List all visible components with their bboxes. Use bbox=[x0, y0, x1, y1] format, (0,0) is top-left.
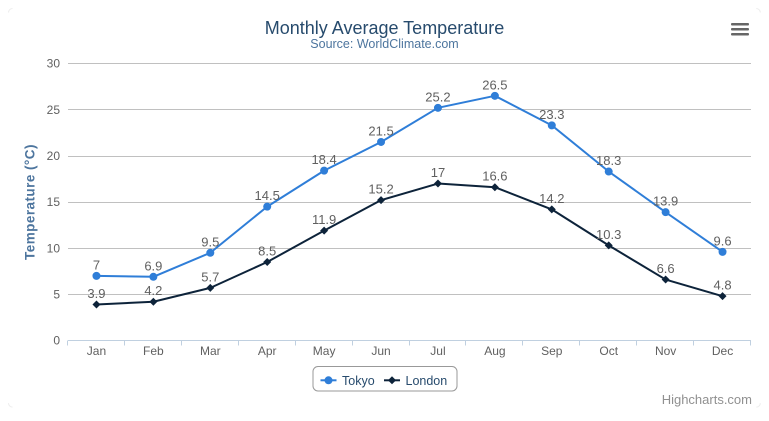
svg-text:18.3: 18.3 bbox=[596, 153, 621, 168]
svg-text:3.9: 3.9 bbox=[87, 286, 105, 301]
svg-text:Jan: Jan bbox=[87, 344, 106, 358]
svg-text:7: 7 bbox=[93, 257, 100, 272]
svg-text:13.9: 13.9 bbox=[653, 194, 678, 209]
svg-text:20: 20 bbox=[47, 149, 61, 163]
svg-text:5: 5 bbox=[53, 288, 60, 302]
svg-text:9.5: 9.5 bbox=[201, 234, 219, 249]
svg-text:6.9: 6.9 bbox=[144, 258, 162, 273]
svg-text:30: 30 bbox=[47, 57, 61, 71]
svg-text:Temperature (°C): Temperature (°C) bbox=[23, 144, 38, 260]
svg-text:11.9: 11.9 bbox=[312, 212, 336, 227]
svg-text:Jun: Jun bbox=[371, 344, 390, 358]
svg-text:10: 10 bbox=[47, 241, 61, 255]
svg-text:Oct: Oct bbox=[599, 344, 618, 358]
svg-text:17: 17 bbox=[431, 165, 445, 180]
svg-text:15: 15 bbox=[47, 195, 61, 209]
svg-text:May: May bbox=[313, 344, 336, 358]
svg-text:18.4: 18.4 bbox=[311, 152, 336, 167]
svg-text:21.5: 21.5 bbox=[368, 123, 393, 138]
svg-text:25: 25 bbox=[47, 103, 61, 117]
svg-text:Sep: Sep bbox=[541, 344, 563, 358]
svg-text:0: 0 bbox=[53, 334, 60, 348]
svg-text:25.2: 25.2 bbox=[425, 89, 450, 104]
svg-text:9.6: 9.6 bbox=[714, 233, 732, 248]
svg-text:8.5: 8.5 bbox=[258, 244, 276, 259]
svg-text:15.2: 15.2 bbox=[368, 182, 393, 197]
svg-text:6.6: 6.6 bbox=[657, 261, 675, 276]
svg-text:Apr: Apr bbox=[258, 344, 277, 358]
svg-text:4.8: 4.8 bbox=[714, 278, 732, 293]
svg-text:23.3: 23.3 bbox=[539, 107, 564, 122]
svg-text:Source: WorldClimate.com: Source: WorldClimate.com bbox=[310, 37, 458, 51]
svg-text:Jul: Jul bbox=[430, 344, 445, 358]
svg-text:14.5: 14.5 bbox=[255, 188, 280, 203]
svg-text:Aug: Aug bbox=[484, 344, 505, 358]
svg-text:26.5: 26.5 bbox=[482, 77, 507, 92]
svg-text:Monthly Average Temperature: Monthly Average Temperature bbox=[265, 18, 504, 38]
svg-text:Dec: Dec bbox=[712, 344, 733, 358]
svg-text:Highcharts.com: Highcharts.com bbox=[662, 392, 752, 407]
svg-text:Mar: Mar bbox=[200, 344, 221, 358]
svg-text:5.7: 5.7 bbox=[201, 269, 219, 284]
svg-text:16.6: 16.6 bbox=[482, 169, 507, 184]
svg-text:4.2: 4.2 bbox=[144, 283, 162, 298]
svg-text:14.2: 14.2 bbox=[539, 191, 564, 206]
svg-text:Feb: Feb bbox=[143, 344, 164, 358]
svg-text:Nov: Nov bbox=[655, 344, 676, 358]
svg-text:London: London bbox=[406, 374, 448, 388]
svg-text:10.3: 10.3 bbox=[596, 227, 621, 242]
svg-text:Tokyo: Tokyo bbox=[342, 374, 375, 388]
